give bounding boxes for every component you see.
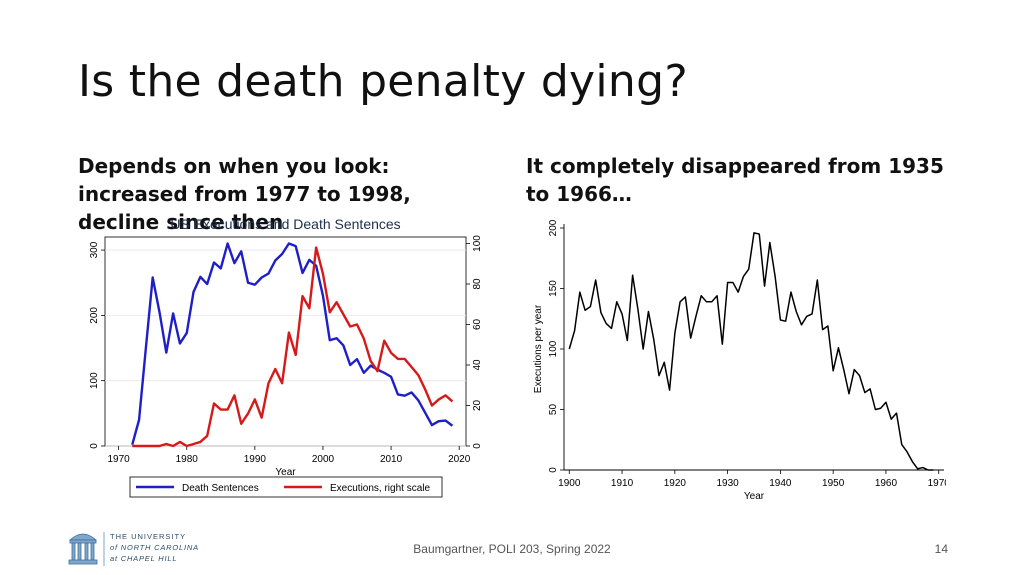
death-sentences-line <box>131 242 454 446</box>
y-tick-label: 200 <box>548 219 559 236</box>
x-tick-label: 1970 <box>107 454 130 465</box>
x-tick-label: 2020 <box>448 454 471 465</box>
logo-line-3: at CHAPEL HILL <box>110 554 177 563</box>
y-left-tick-label: 300 <box>89 241 100 258</box>
y-right-tick-label: 100 <box>472 235 483 252</box>
footer-text: Baumgartner, POLI 203, Spring 2022 <box>413 542 611 556</box>
slide-title: Is the death penalty dying? <box>78 56 688 107</box>
legend-label-death-sentences: Death Sentences <box>182 483 259 494</box>
x-tick-label: 1960 <box>875 478 898 489</box>
y-right-tick-label: 80 <box>472 278 483 290</box>
y-right-tick-label: 0 <box>472 443 483 449</box>
y-tick-label: 150 <box>548 280 559 297</box>
page-number: 14 <box>934 542 948 556</box>
chart-title: US Executions and Death Sentences <box>170 216 400 232</box>
y-tick-label: 0 <box>548 467 559 473</box>
executions-per-year-chart: 0 50 100 150 200 1900 1910 1920 1930 1940 1950 1960… <box>533 219 946 502</box>
y-left-tick-label: 200 <box>89 307 100 324</box>
x-tick-label: 1950 <box>822 478 845 489</box>
x-tick-label: 1930 <box>716 478 739 489</box>
x-axis-label: Year <box>275 467 296 478</box>
executions-per-year-line <box>568 232 934 471</box>
y-right-tick-label: 20 <box>472 399 483 411</box>
y-right-tick-label: 60 <box>472 318 483 330</box>
x-tick-label: 1970 <box>928 478 946 489</box>
right-heading: It completely disappeared from 1935 to 1… <box>526 154 944 206</box>
executions-death-sentences-chart: US Executions and Death Sentences0100200… <box>89 216 483 498</box>
x-axis-label: Year <box>744 491 765 502</box>
old-well-icon <box>68 533 98 565</box>
unc-logo: THE UNIVERSITY of NORTH CAROLINA at CHAP… <box>68 532 199 566</box>
x-tick-label: 1990 <box>244 454 267 465</box>
plot-frame <box>104 236 467 447</box>
left-heading: Depends on when you look: increased from… <box>78 154 411 234</box>
x-tick-label: 1910 <box>611 478 634 489</box>
y-tick-label: 100 <box>548 340 559 357</box>
x-tick-label: 1980 <box>176 454 199 465</box>
x-tick-label: 2010 <box>380 454 403 465</box>
x-tick-label: 2000 <box>312 454 335 465</box>
y-right-tick-label: 40 <box>472 359 483 371</box>
logo-line-2: of NORTH CAROLINA <box>110 543 199 552</box>
x-tick-label: 1940 <box>769 478 792 489</box>
executions-line <box>132 246 454 448</box>
logo-line-1: THE UNIVERSITY <box>110 532 186 541</box>
y-left-tick-label: 100 <box>89 372 100 389</box>
legend-label-executions: Executions, right scale <box>330 483 430 494</box>
x-tick-label: 1900 <box>558 478 581 489</box>
y-axis-label: Executions per year <box>533 304 544 393</box>
y-tick-label: 50 <box>548 404 559 416</box>
x-tick-label: 1920 <box>664 478 687 489</box>
y-left-tick-label: 0 <box>89 443 100 449</box>
